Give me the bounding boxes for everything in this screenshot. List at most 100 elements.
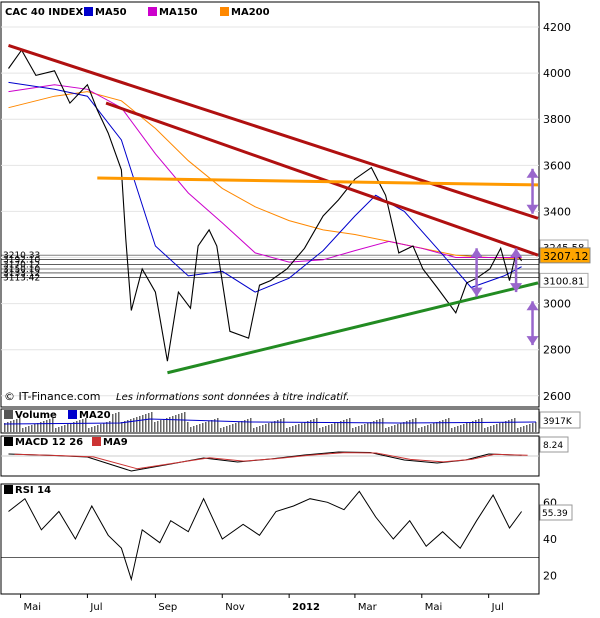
volume-bar [379,419,381,432]
price-y-tick-label: 2800 [543,344,571,357]
right-value-label: 3207.12 [543,250,589,263]
volume-bar [145,414,147,432]
price-y-axis: 260028003000320034003600380040004200 [543,21,571,403]
volume-bar [64,425,66,432]
price-y-tick-label: 3800 [543,113,571,126]
volume-bar [292,426,294,432]
volume-bar [25,427,27,432]
macd-signal-line [14,452,528,470]
volume-bar [55,428,57,432]
volume-bar [412,419,414,432]
volume-bar [100,424,102,432]
level-label: 3113.42 [3,273,40,283]
legend-macd-ma9: MA9 [103,437,128,448]
volume-bar [223,427,225,432]
volume-bar [229,425,231,432]
volume-bar [19,418,21,432]
volume-bar [358,426,360,432]
volume-bar [409,420,411,432]
volume-bar [142,415,144,432]
x-tick-label: Mai [425,602,443,613]
volume-bar [511,419,513,432]
legend-cac40: CAC 40 INDEX [5,7,84,18]
volume-bar [76,421,78,432]
volume-bar [190,427,192,432]
volume-bar [316,418,318,432]
series-line-ma200 [8,91,522,260]
level-labels: 3210.333192.103170.123150.103133.123113.… [3,251,40,283]
volume-bar [139,416,141,432]
volume-ma20-line [3,418,537,425]
disclaimer-label: Les informations sont données à titre in… [116,391,349,403]
volume-bar [520,427,522,432]
volume-bar [274,421,276,432]
volume-bar [460,425,462,432]
volume-bar [166,418,168,432]
volume-bar [70,423,72,432]
volume-bar [454,427,456,432]
series-line-cac40 [8,49,523,362]
volume-bar [127,420,129,432]
rsi-y-tick-label: 20 [543,570,557,583]
volume-bar [526,425,528,432]
volume-bar [481,418,483,432]
price-legend: CAC 40 INDEX MA50 MA150 MA200 [5,7,270,18]
legend-ma150-swatch [148,7,157,16]
x-tick-label: Jul [89,602,102,613]
x-tick-label: Jul [491,602,504,613]
volume-bar [307,421,309,432]
legend-volume: Volume [15,410,57,421]
volume-bar [109,421,111,432]
rsi-y-tick-label: 40 [543,533,557,546]
volume-bar [355,427,357,432]
volume-legend: Volume MA20 [4,410,111,421]
legend-ma50: MA50 [95,7,127,18]
volume-bar [490,426,492,432]
volume-bar [391,426,393,432]
level-label: 3133.12 [3,269,40,279]
volume-bar [451,428,453,432]
volume-bar [262,425,264,432]
volume-bar [205,422,207,432]
volume-bar [169,417,171,432]
volume-bar [208,421,210,432]
volume-value-box [539,411,581,429]
volume-bar [160,420,162,432]
volume-bar [373,421,375,432]
volume-bar [226,426,228,432]
volume-bar [85,418,87,432]
volume-bar [331,424,333,432]
volume-bar [286,428,288,432]
macd-plot [1,451,539,472]
volume-bar [91,427,93,432]
x-tick-label: Nov [225,602,245,613]
x-tick-label: Mar [358,602,378,613]
volume-bar [289,427,291,432]
level-label: 3192.10 [3,255,40,265]
volume-bar [16,419,18,432]
volume-bar [517,428,519,432]
trendline [8,44,539,220]
price-y-tick-label: 2600 [543,390,571,403]
volume-bar [151,412,153,432]
volume-bar [37,423,39,432]
price-panel-frame [0,1,540,408]
price-y-tick-label: 3000 [543,298,571,311]
x-tick-label: Mai [24,602,42,613]
legend-ma150: MA150 [159,7,198,18]
volume-bar [427,425,429,432]
legend-ma200-swatch [220,7,229,16]
volume-bar [328,425,330,432]
legend-macd: MACD 12 26 [15,437,83,448]
volume-bar [367,423,369,432]
volume-bar [361,425,363,432]
volume-bar [175,415,177,432]
volume-bar [67,424,69,432]
rsi-plot [1,483,539,582]
volume-bar [505,421,507,432]
rsi-last-value: 55.39 [542,509,568,519]
volume-bar [31,425,33,432]
volume-bar [382,418,384,432]
